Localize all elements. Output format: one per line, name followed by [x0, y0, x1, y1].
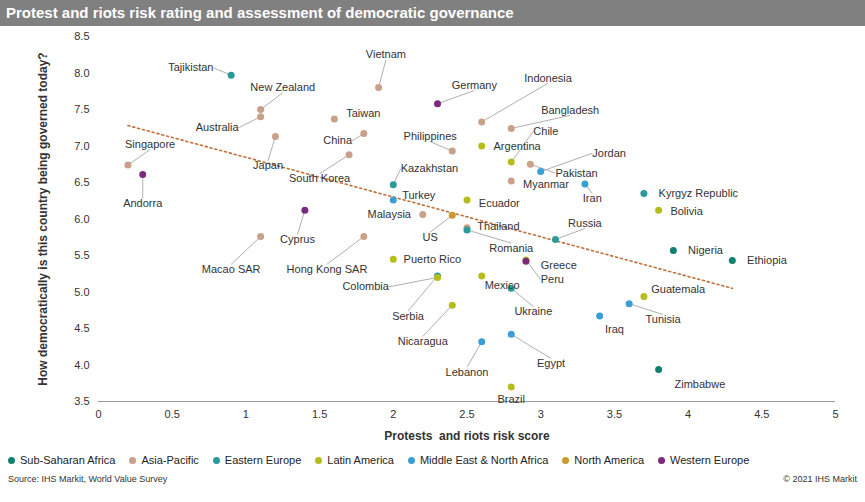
svg-text:Malaysia: Malaysia: [368, 208, 412, 220]
svg-text:China: China: [323, 134, 353, 146]
svg-text:Iraq: Iraq: [605, 323, 624, 335]
svg-text:Andorra: Andorra: [123, 197, 163, 209]
svg-text:6.5: 6.5: [74, 176, 89, 188]
svg-text:Iran: Iran: [583, 192, 602, 204]
svg-text:Serbia: Serbia: [392, 310, 425, 322]
svg-text:Kyrgyz Republic: Kyrgyz Republic: [659, 187, 739, 199]
svg-text:8.0: 8.0: [74, 67, 89, 79]
svg-text:Pakistan: Pakistan: [555, 167, 597, 179]
svg-text:7.5: 7.5: [74, 103, 89, 115]
svg-text:Indonesia: Indonesia: [524, 72, 573, 84]
html-text:© 2021 IHS Markit: © 2021 IHS Markit: [783, 474, 857, 484]
svg-text:Germany: Germany: [452, 79, 498, 91]
svg-text:4.0: 4.0: [74, 359, 89, 371]
svg-text:US: US: [423, 231, 438, 243]
svg-text:6.0: 6.0: [74, 213, 89, 225]
svg-text:Romania: Romania: [489, 242, 534, 254]
svg-text:5: 5: [832, 408, 838, 420]
svg-text:Russia: Russia: [568, 217, 603, 229]
svg-text:Tajikistan: Tajikistan: [168, 61, 213, 73]
svg-text:Singapore: Singapore: [125, 138, 175, 150]
svg-text:New Zealand: New Zealand: [250, 81, 315, 93]
svg-text:South Korea: South Korea: [289, 172, 351, 184]
html-text:Eastern Europe: Eastern Europe: [224, 454, 302, 466]
svg-text:Bolivia: Bolivia: [670, 205, 703, 217]
svg-text:Philippines: Philippines: [404, 130, 458, 142]
svg-text:4.5: 4.5: [74, 322, 89, 334]
svg-text:Thailand: Thailand: [477, 220, 519, 232]
svg-text:3: 3: [538, 408, 544, 420]
html-text:Western Europe: Western Europe: [670, 454, 750, 466]
svg-text:3.5: 3.5: [607, 408, 622, 420]
svg-text:3.5: 3.5: [74, 395, 89, 407]
html-text:North America: North America: [574, 454, 644, 466]
svg-text:0.5: 0.5: [165, 408, 180, 420]
html-text:Latin America: Latin America: [327, 454, 394, 466]
svg-text:Brazil: Brazil: [497, 393, 525, 405]
svg-text:Ethiopia: Ethiopia: [747, 254, 788, 266]
svg-text:Ecuador: Ecuador: [479, 197, 520, 209]
svg-text:Colombia: Colombia: [342, 280, 389, 292]
svg-text:Mexico: Mexico: [485, 279, 520, 291]
svg-text:5.5: 5.5: [74, 249, 89, 261]
svg-text:How democratically is this cou: How democratically is this country being…: [36, 52, 50, 385]
svg-text:Zimbabwe: Zimbabwe: [675, 378, 726, 390]
html-text:Protest and riots risk rating: Protest and riots risk rating and assess…: [6, 4, 514, 21]
html-text:Asia-Pacific: Asia-Pacific: [141, 454, 199, 466]
svg-text:Kazakhstan: Kazakhstan: [401, 162, 458, 174]
svg-text:5.0: 5.0: [74, 286, 89, 298]
svg-text:Argentina: Argentina: [494, 140, 542, 152]
svg-text:2.5: 2.5: [459, 408, 474, 420]
svg-text:Jordan: Jordan: [592, 147, 626, 159]
svg-text:2: 2: [390, 408, 396, 420]
svg-text:Turkey: Turkey: [402, 189, 436, 201]
svg-text:Protests and riots risk score: Protests and riots risk score: [384, 429, 550, 443]
svg-text:1.5: 1.5: [312, 408, 327, 420]
svg-text:Guatemala: Guatemala: [651, 283, 706, 295]
svg-text:Peru: Peru: [541, 273, 564, 285]
svg-text:Taiwan: Taiwan: [346, 107, 380, 119]
svg-text:Cyprus: Cyprus: [280, 233, 315, 245]
svg-text:4: 4: [685, 408, 691, 420]
svg-text:Greece: Greece: [541, 259, 577, 271]
svg-text:4.5: 4.5: [754, 408, 769, 420]
svg-text:Ukraine: Ukraine: [514, 305, 552, 317]
html-text:Middle East & North Africa: Middle East & North Africa: [420, 454, 549, 466]
svg-text:Myanmar: Myanmar: [523, 178, 569, 190]
svg-text:8.5: 8.5: [74, 30, 89, 42]
svg-text:Hong Kong SAR: Hong Kong SAR: [287, 263, 368, 275]
svg-text:Bangladesh: Bangladesh: [541, 104, 599, 116]
svg-text:Vietnam: Vietnam: [366, 48, 406, 60]
svg-text:7.0: 7.0: [74, 140, 89, 152]
svg-text:Australia: Australia: [196, 121, 240, 133]
svg-text:Chile: Chile: [533, 125, 558, 137]
html-text:Sub-Saharan Africa: Sub-Saharan Africa: [20, 454, 116, 466]
svg-text:Egypt: Egypt: [537, 357, 565, 369]
svg-text:Japan: Japan: [253, 159, 283, 171]
svg-text:1: 1: [243, 408, 249, 420]
svg-text:0: 0: [95, 408, 101, 420]
svg-text:Tunisia: Tunisia: [646, 313, 682, 325]
svg-text:Lebanon: Lebanon: [446, 366, 489, 378]
html-text:Source: IHS Markit, World Valu: Source: IHS Markit, World Value Survey: [8, 474, 168, 484]
svg-text:Nigeria: Nigeria: [688, 244, 724, 256]
svg-text:Macao SAR: Macao SAR: [202, 263, 261, 275]
svg-text:Nicaragua: Nicaragua: [398, 335, 449, 347]
svg-text:Puerto Rico: Puerto Rico: [404, 253, 461, 265]
